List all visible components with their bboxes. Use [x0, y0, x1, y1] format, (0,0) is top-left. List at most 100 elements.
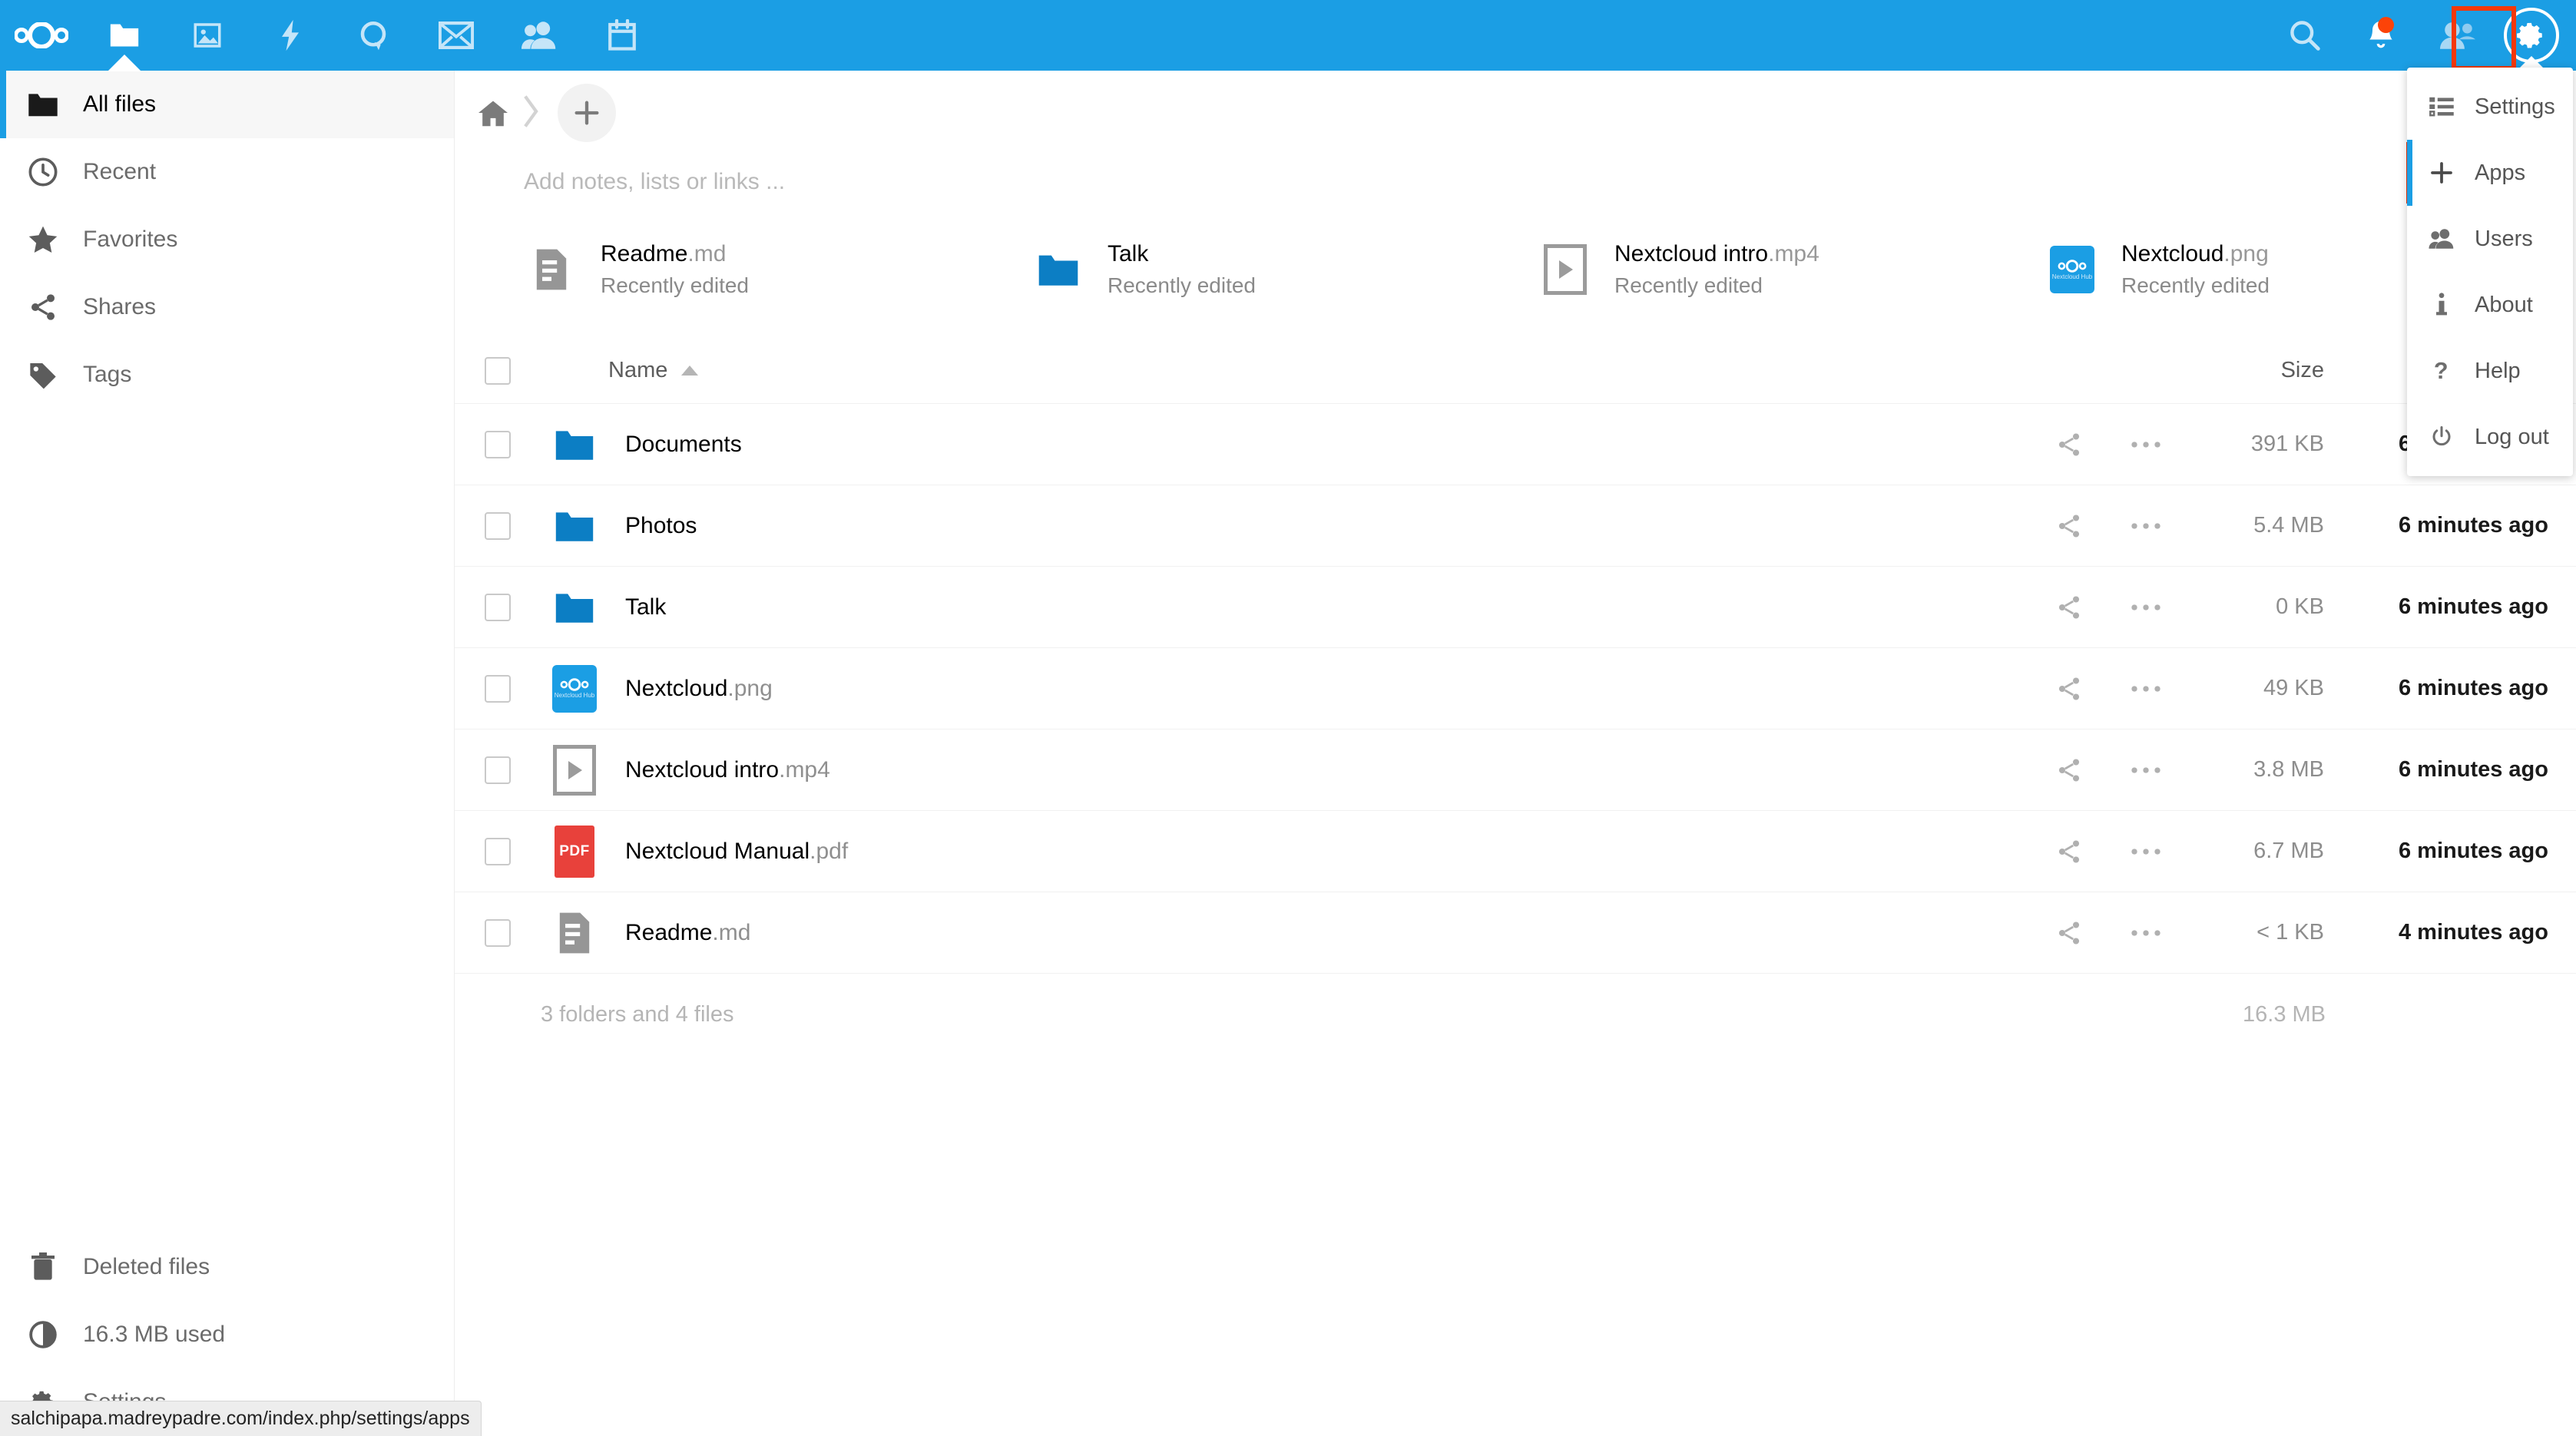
menu-item-settings[interactable]: Settings	[2407, 74, 2573, 140]
row-checkbox[interactable]	[485, 430, 511, 458]
files-table: Name Size M Documents 391 KB 6 minutes a…	[455, 338, 2576, 1055]
row-actions-menu[interactable]	[2107, 440, 2184, 449]
nav-app-mail[interactable]	[415, 0, 498, 71]
settings-gear-button[interactable]	[2496, 0, 2567, 71]
home-icon[interactable]	[470, 98, 516, 127]
sidebar-label: Tags	[83, 362, 132, 387]
nextcloud-logo[interactable]	[0, 22, 83, 48]
share-icon[interactable]	[2031, 756, 2107, 784]
files-table-header: Name Size M	[455, 338, 2576, 404]
nav-app-files[interactable]	[83, 0, 166, 71]
table-row[interactable]: Photos 5.4 MB 6 minutes ago	[455, 485, 2576, 567]
recent-card[interactable]: Nextcloud Hub Nextcloud.png Recently edi…	[2045, 241, 2551, 298]
select-all-checkbox[interactable]	[485, 356, 511, 385]
row-actions-menu[interactable]	[2107, 603, 2184, 612]
breadcrumb	[455, 71, 2576, 155]
sidebar-label: All files	[83, 91, 157, 117]
trash-icon	[17, 1252, 69, 1282]
share-icon[interactable]	[2031, 675, 2107, 703]
row-file-name: Talk	[625, 594, 667, 620]
nav-app-circles[interactable]	[332, 0, 415, 71]
column-name[interactable]: Name	[541, 358, 2031, 383]
row-checkbox[interactable]	[485, 593, 511, 621]
menu-item-label: Help	[2475, 358, 2521, 383]
recent-card-subtitle: Recently edited	[2121, 273, 2270, 297]
row-actions-menu[interactable]	[2107, 847, 2184, 856]
row-file-name: Documents	[625, 431, 742, 457]
recent-card[interactable]: Nextcloud intro.mp4 Recently edited	[1538, 241, 2045, 298]
pdf-file-icon: PDF	[541, 825, 608, 878]
sidebar-item-all-files[interactable]: All files	[0, 71, 454, 138]
question-icon: ?	[2424, 359, 2459, 383]
table-row[interactable]: Talk 0 KB 6 minutes ago	[455, 567, 2576, 648]
row-actions-menu[interactable]	[2107, 684, 2184, 693]
row-checkbox[interactable]	[485, 756, 511, 784]
row-modified: 6 minutes ago	[2399, 839, 2548, 863]
sidebar-item-tags[interactable]: Tags	[0, 341, 454, 409]
row-actions-menu[interactable]	[2107, 521, 2184, 531]
row-name-cell: Talk	[541, 591, 2031, 624]
share-icon[interactable]	[2031, 838, 2107, 865]
row-checkbox[interactable]	[485, 674, 511, 703]
nav-app-photos[interactable]	[166, 0, 249, 71]
row-modified: 6 minutes ago	[2399, 594, 2548, 619]
folder-icon	[1031, 252, 1086, 287]
row-name-cell: PDF Nextcloud Manual.pdf	[541, 825, 2031, 878]
sidebar-item-favorites[interactable]: Favorites	[0, 206, 454, 273]
row-checkbox[interactable]	[485, 918, 511, 947]
recent-card[interactable]: Talk Recently edited	[1031, 241, 1538, 298]
nav-app-calendar[interactable]	[581, 0, 664, 71]
sidebar-label: Shares	[83, 294, 157, 319]
notes-placeholder[interactable]: Add notes, lists or links ...	[524, 169, 786, 194]
sidebar-label: 16.3 MB used	[83, 1322, 226, 1347]
new-file-button[interactable]	[558, 84, 616, 142]
table-row[interactable]: Documents 391 KB 6 minutes ago	[455, 404, 2576, 485]
row-size: 3.8 MB	[2253, 757, 2324, 782]
row-select-cell	[455, 837, 541, 865]
list-icon	[2424, 96, 2459, 117]
row-checkbox[interactable]	[485, 511, 511, 540]
table-row[interactable]: Nextcloud Hub Nextcloud.png 49 KB 6 minu…	[455, 648, 2576, 730]
row-actions-menu[interactable]	[2107, 928, 2184, 938]
recent-card-text: Talk Recently edited	[1108, 241, 1256, 298]
table-row[interactable]: PDF Nextcloud Manual.pdf 6.7 MB 6 minute…	[455, 811, 2576, 892]
menu-item-log-out[interactable]: Log out	[2407, 404, 2573, 470]
nav-app-contacts[interactable]	[498, 0, 581, 71]
sidebar-item-quota[interactable]: 16.3 MB used	[0, 1301, 454, 1368]
row-file-name: Readme.md	[625, 919, 751, 945]
nextcloud-image-icon: Nextcloud Hub	[2045, 246, 2100, 293]
menu-item-label: Settings	[2475, 94, 2555, 119]
sidebar-item-recent[interactable]: Recent	[0, 138, 454, 206]
row-size: < 1 KB	[2256, 920, 2324, 945]
share-icon[interactable]	[2031, 919, 2107, 947]
recent-card-name: Nextcloud.png	[2121, 241, 2269, 266]
table-row[interactable]: Nextcloud intro.mp4 3.8 MB 6 minutes ago	[455, 730, 2576, 811]
sidebar-item-deleted-files[interactable]: Deleted files	[0, 1233, 454, 1301]
menu-item-help[interactable]: ? Help	[2407, 338, 2573, 404]
video-file-icon	[1538, 244, 1593, 295]
row-checkbox[interactable]	[485, 837, 511, 865]
menu-item-about[interactable]: About	[2407, 272, 2573, 338]
folder-icon	[541, 509, 608, 543]
user-add-icon[interactable]	[2419, 0, 2496, 71]
nav-app-activity[interactable]	[249, 0, 332, 71]
bell-icon[interactable]	[2343, 0, 2419, 71]
menu-item-apps[interactable]: Apps	[2407, 140, 2573, 206]
row-modified: 4 minutes ago	[2399, 920, 2548, 945]
recently-edited-row: Readme.md Recently edited Talk Recently …	[455, 241, 2576, 298]
row-modified: 6 minutes ago	[2399, 676, 2548, 700]
search-icon[interactable]	[2266, 0, 2343, 71]
share-icon[interactable]	[2031, 594, 2107, 621]
chevron-right-icon	[521, 94, 541, 133]
share-icon[interactable]	[2031, 512, 2107, 540]
menu-item-label: Log out	[2475, 424, 2549, 449]
share-icon[interactable]	[2031, 431, 2107, 458]
recent-card[interactable]: Readme.md Recently edited	[524, 241, 1031, 298]
sidebar-label: Deleted files	[83, 1254, 210, 1279]
menu-item-users[interactable]: Users	[2407, 206, 2573, 272]
column-size-label[interactable]: Size	[2280, 358, 2324, 382]
sidebar-item-shares[interactable]: Shares	[0, 273, 454, 341]
row-actions-menu[interactable]	[2107, 766, 2184, 775]
table-row[interactable]: Readme.md < 1 KB 4 minutes ago	[455, 892, 2576, 974]
